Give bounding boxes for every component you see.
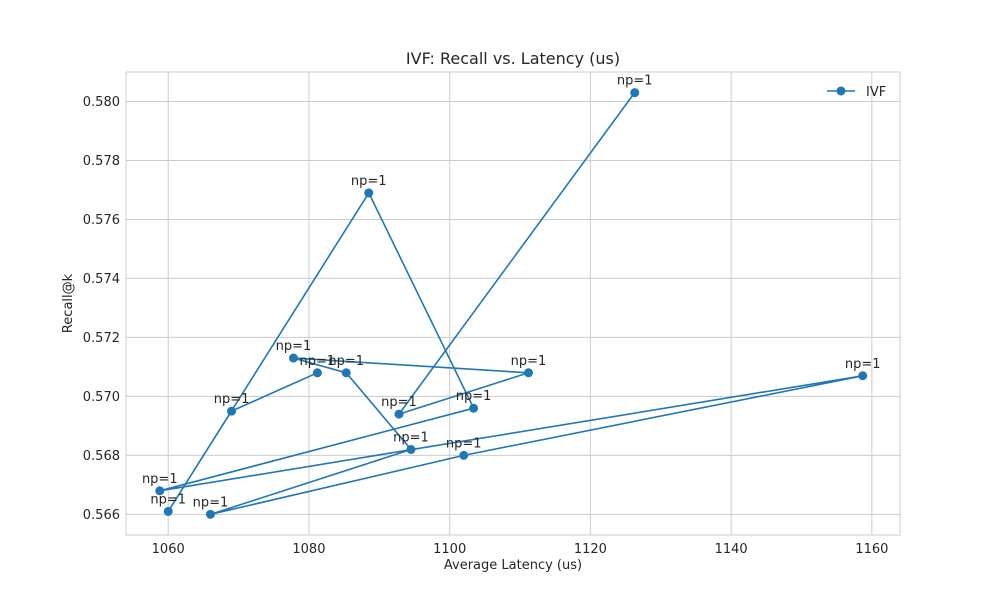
data-label: np=1 xyxy=(328,354,364,369)
data-point xyxy=(406,444,416,454)
series-markers xyxy=(155,88,868,519)
y-tick-label: 0.570 xyxy=(83,390,120,405)
x-tick-label: 1160 xyxy=(855,542,888,557)
x-tick-label: 1140 xyxy=(715,542,748,557)
y-axis-label: Recall@k xyxy=(61,273,76,333)
data-label: np=1 xyxy=(214,392,250,407)
y-tick-label: 0.574 xyxy=(83,272,120,287)
data-point xyxy=(459,450,469,460)
data-point xyxy=(394,409,404,419)
data-point xyxy=(341,368,351,378)
x-axis-label: Average Latency (us) xyxy=(444,558,582,573)
data-label: np=1 xyxy=(511,354,547,369)
data-point xyxy=(163,506,173,516)
data-point xyxy=(858,371,868,381)
data-label: np=1 xyxy=(845,357,881,372)
data-label: np=1 xyxy=(193,495,229,510)
data-label: np=1 xyxy=(150,492,186,507)
data-point xyxy=(630,88,640,98)
data-label: np=1 xyxy=(446,436,482,451)
data-label: np=1 xyxy=(300,354,336,369)
y-tick-label: 0.576 xyxy=(83,213,120,228)
legend-label: IVF xyxy=(866,85,886,100)
y-tick-label: 0.578 xyxy=(83,154,120,169)
x-tick-label: 1120 xyxy=(574,542,607,557)
axis-ticks: 1060 1080 1100 1120 1140 1160 0.566 0.568 0.570 0… xyxy=(83,95,889,557)
data-point xyxy=(155,486,165,496)
x-tick-label: 1100 xyxy=(433,542,466,557)
data-label: np=1 xyxy=(393,430,429,445)
data-point xyxy=(364,188,374,198)
data-label: np=1 xyxy=(276,339,312,354)
y-tick-label: 0.580 xyxy=(83,95,120,110)
data-annotations: np=1np=1np=1np=1np=1np=1np=1np=1np=1np=1… xyxy=(142,74,881,511)
x-tick-label: 1080 xyxy=(292,542,325,557)
legend-marker xyxy=(836,86,846,96)
data-label: np=1 xyxy=(456,389,492,404)
y-tick-label: 0.568 xyxy=(83,449,120,464)
data-label: np=1 xyxy=(617,74,653,89)
x-tick-label: 1060 xyxy=(152,542,185,557)
y-tick-label: 0.572 xyxy=(83,331,120,346)
data-point xyxy=(523,368,533,378)
data-point xyxy=(205,509,215,519)
data-label: np=1 xyxy=(381,395,417,410)
grid-lines xyxy=(126,72,900,535)
plot-frame xyxy=(125,71,901,536)
data-point xyxy=(288,353,298,363)
y-tick-label: 0.566 xyxy=(83,508,120,523)
legend: IVF xyxy=(827,85,886,100)
data-point xyxy=(227,406,237,416)
data-label: np=1 xyxy=(142,472,178,487)
chart-title: IVF: Recall vs. Latency (us) xyxy=(406,49,620,68)
data-label: np=1 xyxy=(351,174,387,189)
data-point xyxy=(312,368,322,378)
data-point xyxy=(469,403,479,413)
